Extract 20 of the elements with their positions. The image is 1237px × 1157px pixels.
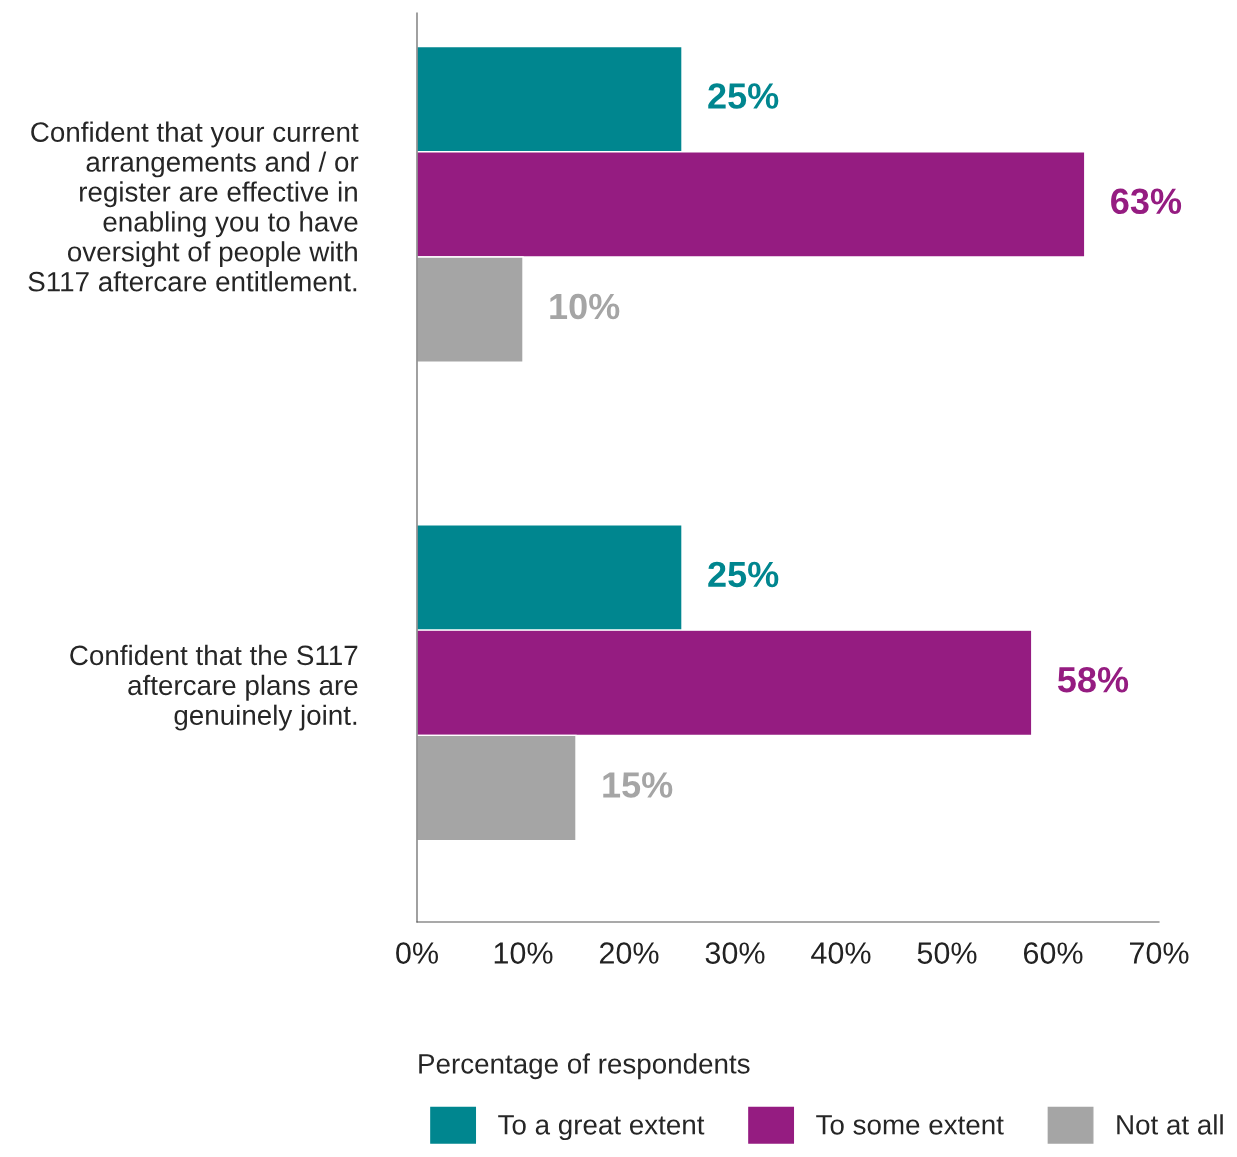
x-tick-label: 60% (1023, 942, 1083, 964)
legend-label: To a great extent (498, 1115, 705, 1141)
x-tick-label: 70% (1129, 942, 1189, 964)
x-tick-label: 0% (396, 942, 438, 964)
y-tick-label: Confident that your current arrangements and / or register are effective in enabling you to have oversight of people with S117 aftercare entitlement. (28, 121, 359, 292)
data-label: 58% (1057, 666, 1129, 693)
data-label: 10% (550, 293, 620, 320)
legend-label: To some extent (816, 1115, 1004, 1135)
y-tick-label: Confident that the S117 aftercare plans are genuinely joint. (70, 644, 358, 731)
data-label: 63% (1111, 188, 1182, 215)
data-label: 25% (708, 83, 779, 109)
x-tick-label: 30% (705, 942, 765, 964)
data-label: 15% (603, 772, 673, 798)
legend-label: Not at all (1117, 1114, 1223, 1135)
x-axis-title: Percentage of respondents (419, 1053, 750, 1080)
x-tick-label: 10% (494, 942, 553, 964)
x-tick-label: 50% (917, 942, 977, 964)
data-label: 25% (708, 561, 779, 588)
x-tick-label: 40% (811, 942, 871, 964)
x-tick-label: 20% (599, 942, 659, 964)
